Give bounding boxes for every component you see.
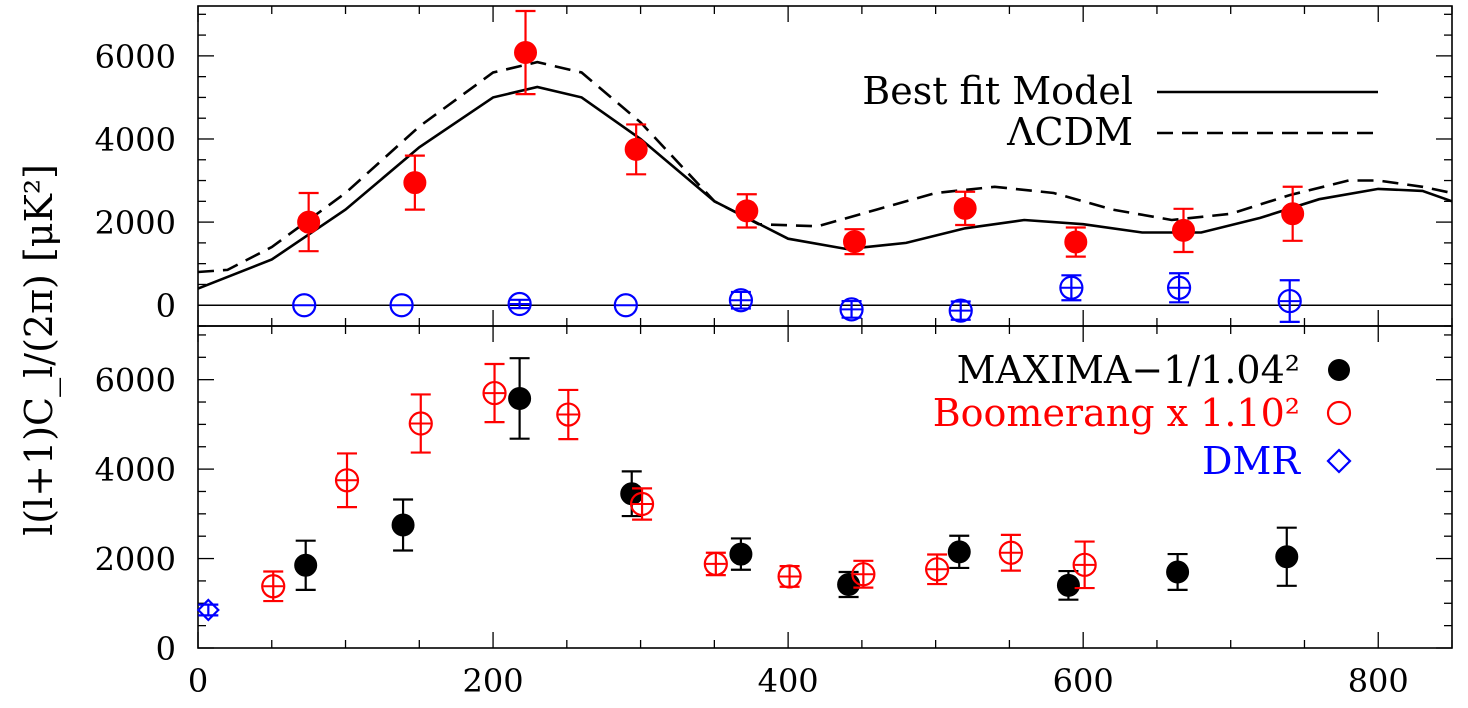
legend-label: ΛCDM bbox=[1006, 110, 1133, 154]
x-tick-label: 800 bbox=[1348, 662, 1409, 700]
data-point bbox=[728, 288, 754, 313]
data-point bbox=[261, 574, 286, 599]
bottom-y-tick-label: 4000 bbox=[95, 451, 176, 489]
y-axis-label: l(l+1)C_l/(2π) [μK²] bbox=[17, 164, 62, 536]
data-point bbox=[947, 540, 971, 564]
data-point bbox=[408, 411, 433, 436]
data-point bbox=[403, 171, 427, 195]
data-point bbox=[735, 199, 759, 223]
legend-label: MAXIMA−1/1.04² bbox=[957, 348, 1300, 392]
top-y-tick-label: 4000 bbox=[95, 121, 176, 159]
data-point bbox=[196, 598, 220, 622]
data-point bbox=[953, 196, 977, 220]
top-y-tick-label: 2000 bbox=[95, 204, 176, 242]
axes-layer: 0 2000 4000 6000 0 2000 4000 6000 0 200 400 600 800 bbox=[95, 6, 1453, 700]
top-y-tick-label: 0 bbox=[156, 287, 176, 325]
data-point bbox=[389, 293, 414, 318]
top-panel-frame bbox=[197, 5, 1453, 327]
data-point bbox=[613, 293, 638, 318]
data-point bbox=[514, 41, 538, 65]
data-point bbox=[1064, 230, 1088, 254]
model-line-best-fit bbox=[197, 85, 1453, 290]
legend-label: Boomerang x 1.10² bbox=[933, 391, 1300, 435]
x-tick-label: 0 bbox=[188, 662, 208, 700]
x-tick-label: 600 bbox=[1053, 662, 1114, 700]
data-point bbox=[294, 553, 318, 577]
data-point bbox=[948, 298, 973, 323]
data-points-layer bbox=[196, 9, 1305, 622]
bottom-y-tick-label: 6000 bbox=[95, 362, 176, 400]
top-y-tick-label: 6000 bbox=[95, 38, 176, 76]
data-point bbox=[998, 540, 1023, 565]
data-point bbox=[507, 291, 532, 317]
data-point bbox=[777, 564, 802, 589]
model-line-lcdm bbox=[197, 60, 1453, 274]
data-point bbox=[843, 230, 867, 254]
data-point bbox=[508, 386, 532, 410]
data-point bbox=[482, 380, 507, 406]
data-point bbox=[1059, 275, 1084, 300]
legend-marker bbox=[1328, 359, 1350, 381]
data-point bbox=[391, 513, 415, 537]
data-point bbox=[556, 402, 581, 427]
data-point bbox=[297, 210, 321, 234]
data-point bbox=[1072, 552, 1097, 577]
data-point bbox=[1166, 275, 1192, 300]
legend-label: Best fit Model bbox=[862, 69, 1133, 113]
data-point bbox=[925, 557, 950, 582]
bottom-panel-frame bbox=[197, 325, 1453, 649]
legend-label: DMR bbox=[1202, 439, 1301, 483]
bottom-y-tick-label: 0 bbox=[156, 630, 176, 668]
data-point bbox=[1281, 202, 1305, 226]
model-lines-layer bbox=[197, 60, 1453, 290]
data-point bbox=[703, 551, 728, 577]
data-point bbox=[292, 293, 317, 318]
data-point bbox=[1171, 218, 1195, 242]
data-point bbox=[837, 572, 861, 596]
frame-layer bbox=[197, 5, 1453, 649]
data-point bbox=[1275, 545, 1299, 569]
data-point bbox=[839, 297, 864, 322]
data-point bbox=[1166, 560, 1190, 584]
legend-marker bbox=[1326, 448, 1352, 474]
data-point bbox=[851, 562, 876, 587]
data-point bbox=[1277, 288, 1302, 314]
x-tick-label: 200 bbox=[463, 662, 524, 700]
x-tick-label: 400 bbox=[758, 662, 819, 700]
data-point bbox=[334, 468, 360, 493]
bottom-y-tick-label: 2000 bbox=[95, 541, 176, 579]
data-point bbox=[629, 491, 655, 517]
data-point bbox=[624, 137, 648, 161]
data-point bbox=[1056, 573, 1080, 597]
legend-marker bbox=[1326, 400, 1352, 426]
data-point bbox=[729, 542, 753, 566]
